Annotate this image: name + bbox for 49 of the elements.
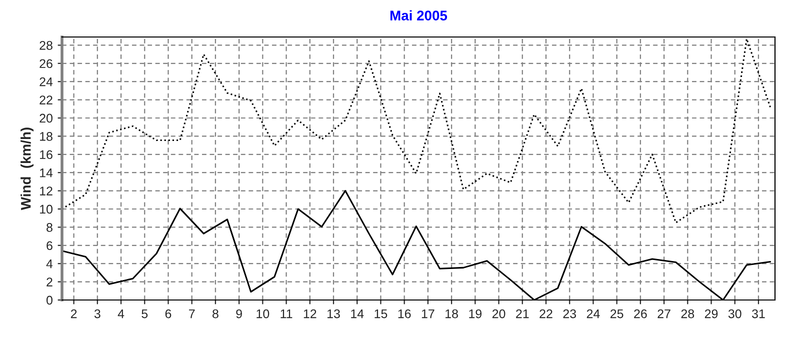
y-tick-label: 4 xyxy=(46,260,53,268)
y-tick-label: 6 xyxy=(46,241,52,250)
x-tick-label: 20 xyxy=(492,309,506,318)
y-tick-label: 22 xyxy=(40,96,52,104)
x-tick-label: 3 xyxy=(94,309,100,318)
x-tick-label: 23 xyxy=(563,309,576,318)
y-tick-label: 20 xyxy=(40,114,52,123)
x-tick-label: 2 xyxy=(70,309,77,318)
x-tick-label: 12 xyxy=(304,309,316,318)
y-tick-label: 10 xyxy=(40,204,52,214)
y-tick-label: 16 xyxy=(40,150,52,160)
x-tick-label: 19 xyxy=(469,309,482,318)
x-tick-label: 26 xyxy=(634,309,647,318)
x-tick-label: 14 xyxy=(351,309,364,318)
x-tick-label: 11 xyxy=(280,309,292,318)
chart-title: Mai 2005 xyxy=(390,10,448,20)
x-tick-label: 5 xyxy=(142,309,148,318)
x-tick-label: 17 xyxy=(422,309,434,318)
x-tick-label: 4 xyxy=(118,309,124,318)
x-tick-label: 28 xyxy=(681,309,694,318)
y-tick-label: 28 xyxy=(40,40,52,50)
y-tick-label: 2 xyxy=(46,278,52,286)
x-tick-label: 6 xyxy=(165,309,172,318)
x-tick-label: 27 xyxy=(658,309,670,318)
x-tick-label: 9 xyxy=(236,309,242,318)
x-tick-label: 30 xyxy=(728,309,742,318)
x-tick-label: 8 xyxy=(212,309,218,318)
x-tick-label: 18 xyxy=(446,309,458,318)
y-tick-label: 0 xyxy=(46,296,52,305)
line-series xyxy=(62,190,772,300)
x-tick-label: 13 xyxy=(328,309,340,318)
x-tick-label: 25 xyxy=(610,309,624,318)
y-tick-label: 14 xyxy=(40,168,53,178)
x-tick-label: 16 xyxy=(398,309,411,318)
x-tick-label: 31 xyxy=(752,309,765,318)
y-tick-label: 26 xyxy=(40,59,52,68)
y-tick-label: 8 xyxy=(46,223,52,232)
x-tick-label: 29 xyxy=(704,309,718,318)
y-tick-label: 18 xyxy=(40,132,52,141)
y-tick-label: 24 xyxy=(40,77,53,86)
x-tick-label: 10 xyxy=(256,309,270,318)
line-series xyxy=(62,38,772,224)
x-tick-label: 15 xyxy=(374,309,388,318)
y-tick-label: 12 xyxy=(40,186,52,196)
x-tick-label: 21 xyxy=(516,309,529,318)
x-tick-label: 7 xyxy=(189,309,195,318)
x-tick-label: 24 xyxy=(586,309,600,318)
x-tick-label: 22 xyxy=(540,309,552,318)
y-axis-title: Wind (km/h) xyxy=(20,128,34,210)
